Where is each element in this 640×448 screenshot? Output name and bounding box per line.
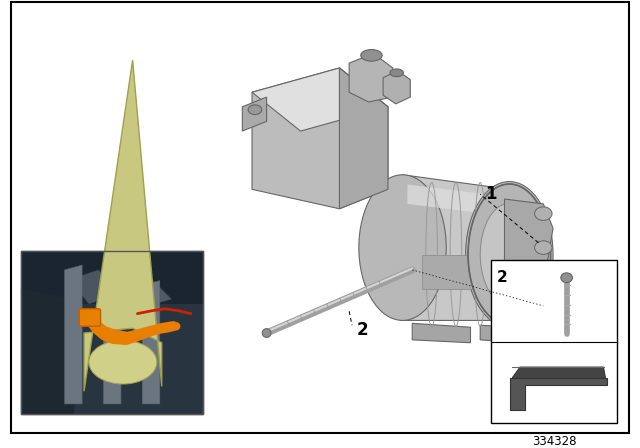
Polygon shape [480,325,519,343]
Text: 334328: 334328 [532,435,576,448]
Text: 2: 2 [497,270,508,285]
Polygon shape [21,289,74,414]
Polygon shape [339,68,388,209]
Bar [21,250,204,414]
Polygon shape [349,53,393,102]
Ellipse shape [480,203,538,306]
Bar [21,250,204,304]
Ellipse shape [390,69,403,77]
Polygon shape [383,71,410,104]
Polygon shape [504,199,553,277]
Ellipse shape [466,181,553,327]
Bar [422,255,476,289]
Ellipse shape [561,273,572,283]
Ellipse shape [89,340,157,384]
Polygon shape [113,275,172,309]
Ellipse shape [534,207,552,220]
Ellipse shape [248,105,262,115]
Polygon shape [403,175,509,320]
FancyBboxPatch shape [79,309,100,326]
Polygon shape [408,185,509,216]
Polygon shape [142,280,160,404]
Polygon shape [104,273,121,404]
Ellipse shape [468,184,550,325]
Ellipse shape [359,175,446,320]
Polygon shape [512,367,605,378]
Polygon shape [252,68,388,131]
Bar [21,250,204,414]
Polygon shape [252,68,388,209]
Text: 2: 2 [357,321,369,339]
Bar [491,260,617,423]
Polygon shape [84,60,162,391]
Polygon shape [70,270,118,304]
Ellipse shape [534,241,552,254]
Polygon shape [65,265,82,404]
Polygon shape [243,97,267,131]
Text: 1: 1 [485,185,497,203]
Ellipse shape [262,329,271,337]
Ellipse shape [361,50,382,61]
Polygon shape [495,315,538,343]
Polygon shape [510,378,607,410]
Polygon shape [412,323,470,343]
